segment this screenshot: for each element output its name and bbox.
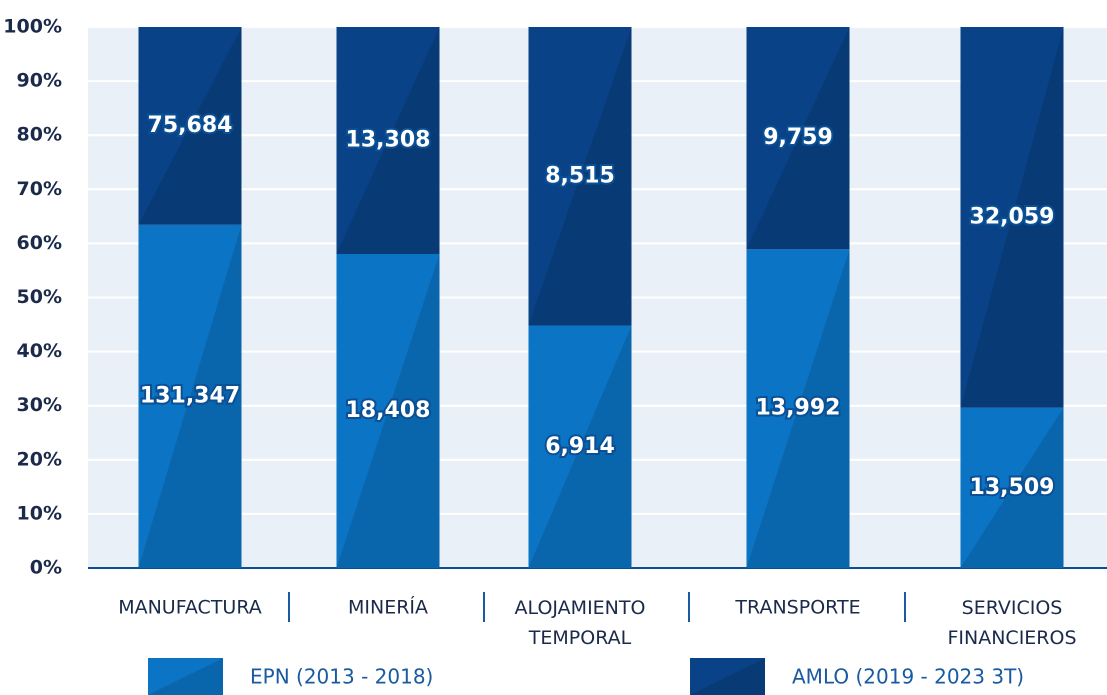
bar-segment <box>746 249 850 568</box>
bar-segment <box>138 224 242 568</box>
legend-swatch <box>148 658 223 695</box>
bar-shade <box>528 325 632 568</box>
x-tick-line: ALOJAMIENTO <box>515 597 646 619</box>
bar-shade <box>746 27 850 250</box>
legend-label: AMLO (2019 - 2023 3T) <box>792 665 1024 689</box>
legend-swatch <box>690 658 765 695</box>
legend-shade <box>690 658 765 695</box>
data-label: 6,914 <box>545 434 615 459</box>
x-tick-label: MANUFACTURA <box>118 597 262 619</box>
legend-shade <box>148 658 223 695</box>
x-tick-label: TRANSPORTE <box>734 597 860 619</box>
x-tick-label: SERVICIOS FINANCIEROS <box>947 597 1076 649</box>
bar-shade <box>960 407 1064 568</box>
bar-segment <box>960 407 1064 568</box>
bar-segment <box>528 325 632 568</box>
x-tick-label: MINERÍA <box>348 596 428 619</box>
x-tick-label: ALOJAMIENTO TEMPORAL <box>515 597 646 649</box>
bar-shade <box>336 254 440 568</box>
bar-shade <box>528 27 632 326</box>
y-tick-label: 100% <box>3 16 62 38</box>
bar-segment <box>138 27 242 225</box>
bar-segment <box>336 254 440 568</box>
y-tick-label: 0% <box>30 557 62 579</box>
data-label: 13,509 <box>970 475 1055 500</box>
data-label: 18,408 <box>346 398 431 423</box>
y-tick-label: 70% <box>17 178 62 200</box>
data-label: 9,759 <box>763 125 833 150</box>
y-tick-label: 40% <box>17 340 62 362</box>
bar-segment <box>528 27 632 326</box>
data-label: 131,347 <box>140 383 240 408</box>
bar-shade <box>138 27 242 225</box>
y-tick-label: 20% <box>17 448 62 470</box>
y-tick-label: 30% <box>17 394 62 416</box>
data-label: 13,992 <box>756 396 841 421</box>
bar-segment <box>960 27 1064 408</box>
bar-shade <box>746 249 850 568</box>
bar-segment <box>746 27 850 250</box>
y-tick-label: 90% <box>17 70 62 92</box>
data-label: 8,515 <box>545 163 615 188</box>
y-tick-label: 80% <box>17 124 62 146</box>
data-label: 32,059 <box>970 204 1055 229</box>
y-tick-label: 10% <box>17 502 62 524</box>
data-label: 13,308 <box>346 128 431 153</box>
x-tick-line: FINANCIEROS <box>947 627 1076 649</box>
data-label: 75,684 <box>148 113 233 138</box>
x-tick-line: SERVICIOS <box>962 597 1063 619</box>
x-tick-line: TEMPORAL <box>528 627 632 649</box>
bar-shade <box>138 224 242 568</box>
bar-segment <box>336 27 440 255</box>
y-tick-label: 50% <box>17 286 62 308</box>
bar-shade <box>336 27 440 255</box>
bar-shade <box>960 27 1064 408</box>
legend-label: EPN (2013 - 2018) <box>250 665 433 689</box>
y-tick-label: 60% <box>17 232 62 254</box>
